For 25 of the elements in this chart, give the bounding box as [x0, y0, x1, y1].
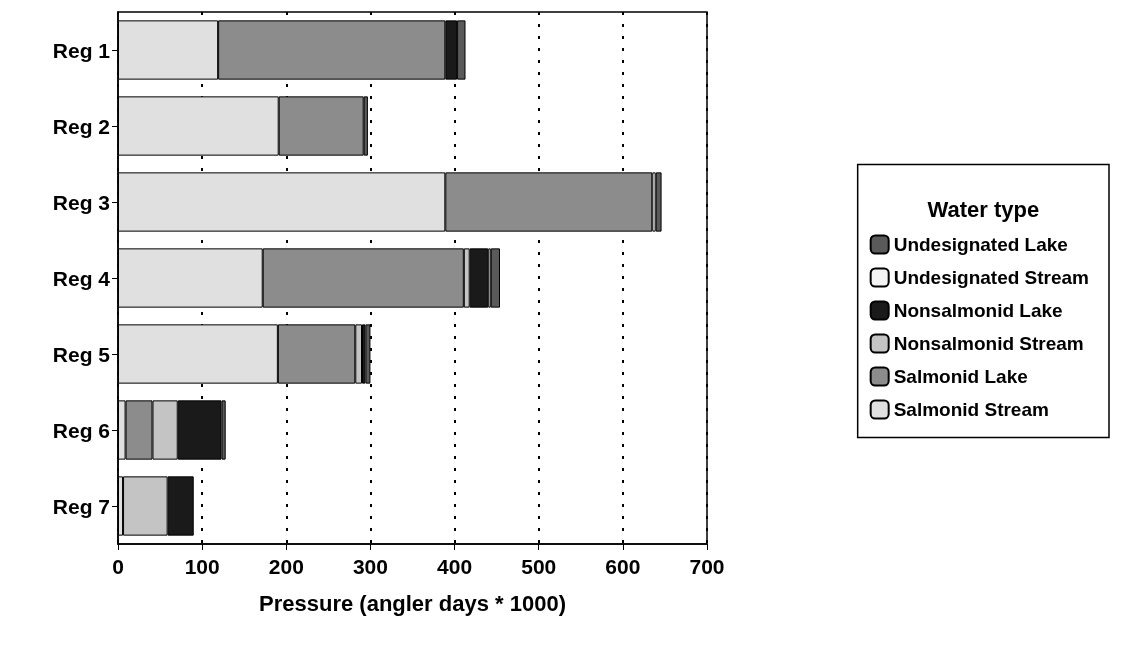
- y-tick-label: Reg 2: [52, 114, 110, 138]
- bar: [490, 248, 501, 308]
- x-tick-label: 300: [352, 555, 388, 578]
- y-tick-label: Reg 6: [52, 418, 110, 442]
- x-tick-label: 500: [521, 555, 557, 578]
- y-tick-label: Reg 7: [52, 494, 110, 518]
- y-tick-label: Reg 3: [52, 190, 110, 214]
- x-tick-label: 400: [437, 555, 473, 578]
- legend-label: Nonsalmonid Lake: [893, 300, 1063, 321]
- x-tick-label: 700: [689, 555, 725, 578]
- legend-label: Undesignated Lake: [893, 234, 1068, 255]
- y-tick-label: Reg 5: [52, 342, 111, 366]
- y-tick-label: Reg 4: [52, 266, 111, 290]
- x-axis-title: Pressure (angler days * 1000): [259, 590, 566, 616]
- legend-title: Water type: [927, 197, 1040, 223]
- legend-label: Nonsalmonid Stream: [893, 333, 1084, 354]
- legend-label: Undesignated Stream: [893, 267, 1089, 288]
- legend-label: Salmonid Lake: [893, 366, 1028, 387]
- legend-label: Salmonid Stream: [893, 399, 1049, 420]
- y-tick-label: Reg 1: [52, 38, 111, 62]
- x-tick-label: 0: [112, 555, 124, 578]
- x-tick-label: 200: [268, 555, 304, 578]
- x-tick-label: 100: [184, 555, 220, 578]
- bar: [655, 172, 662, 232]
- x-tick-label: 600: [605, 555, 641, 578]
